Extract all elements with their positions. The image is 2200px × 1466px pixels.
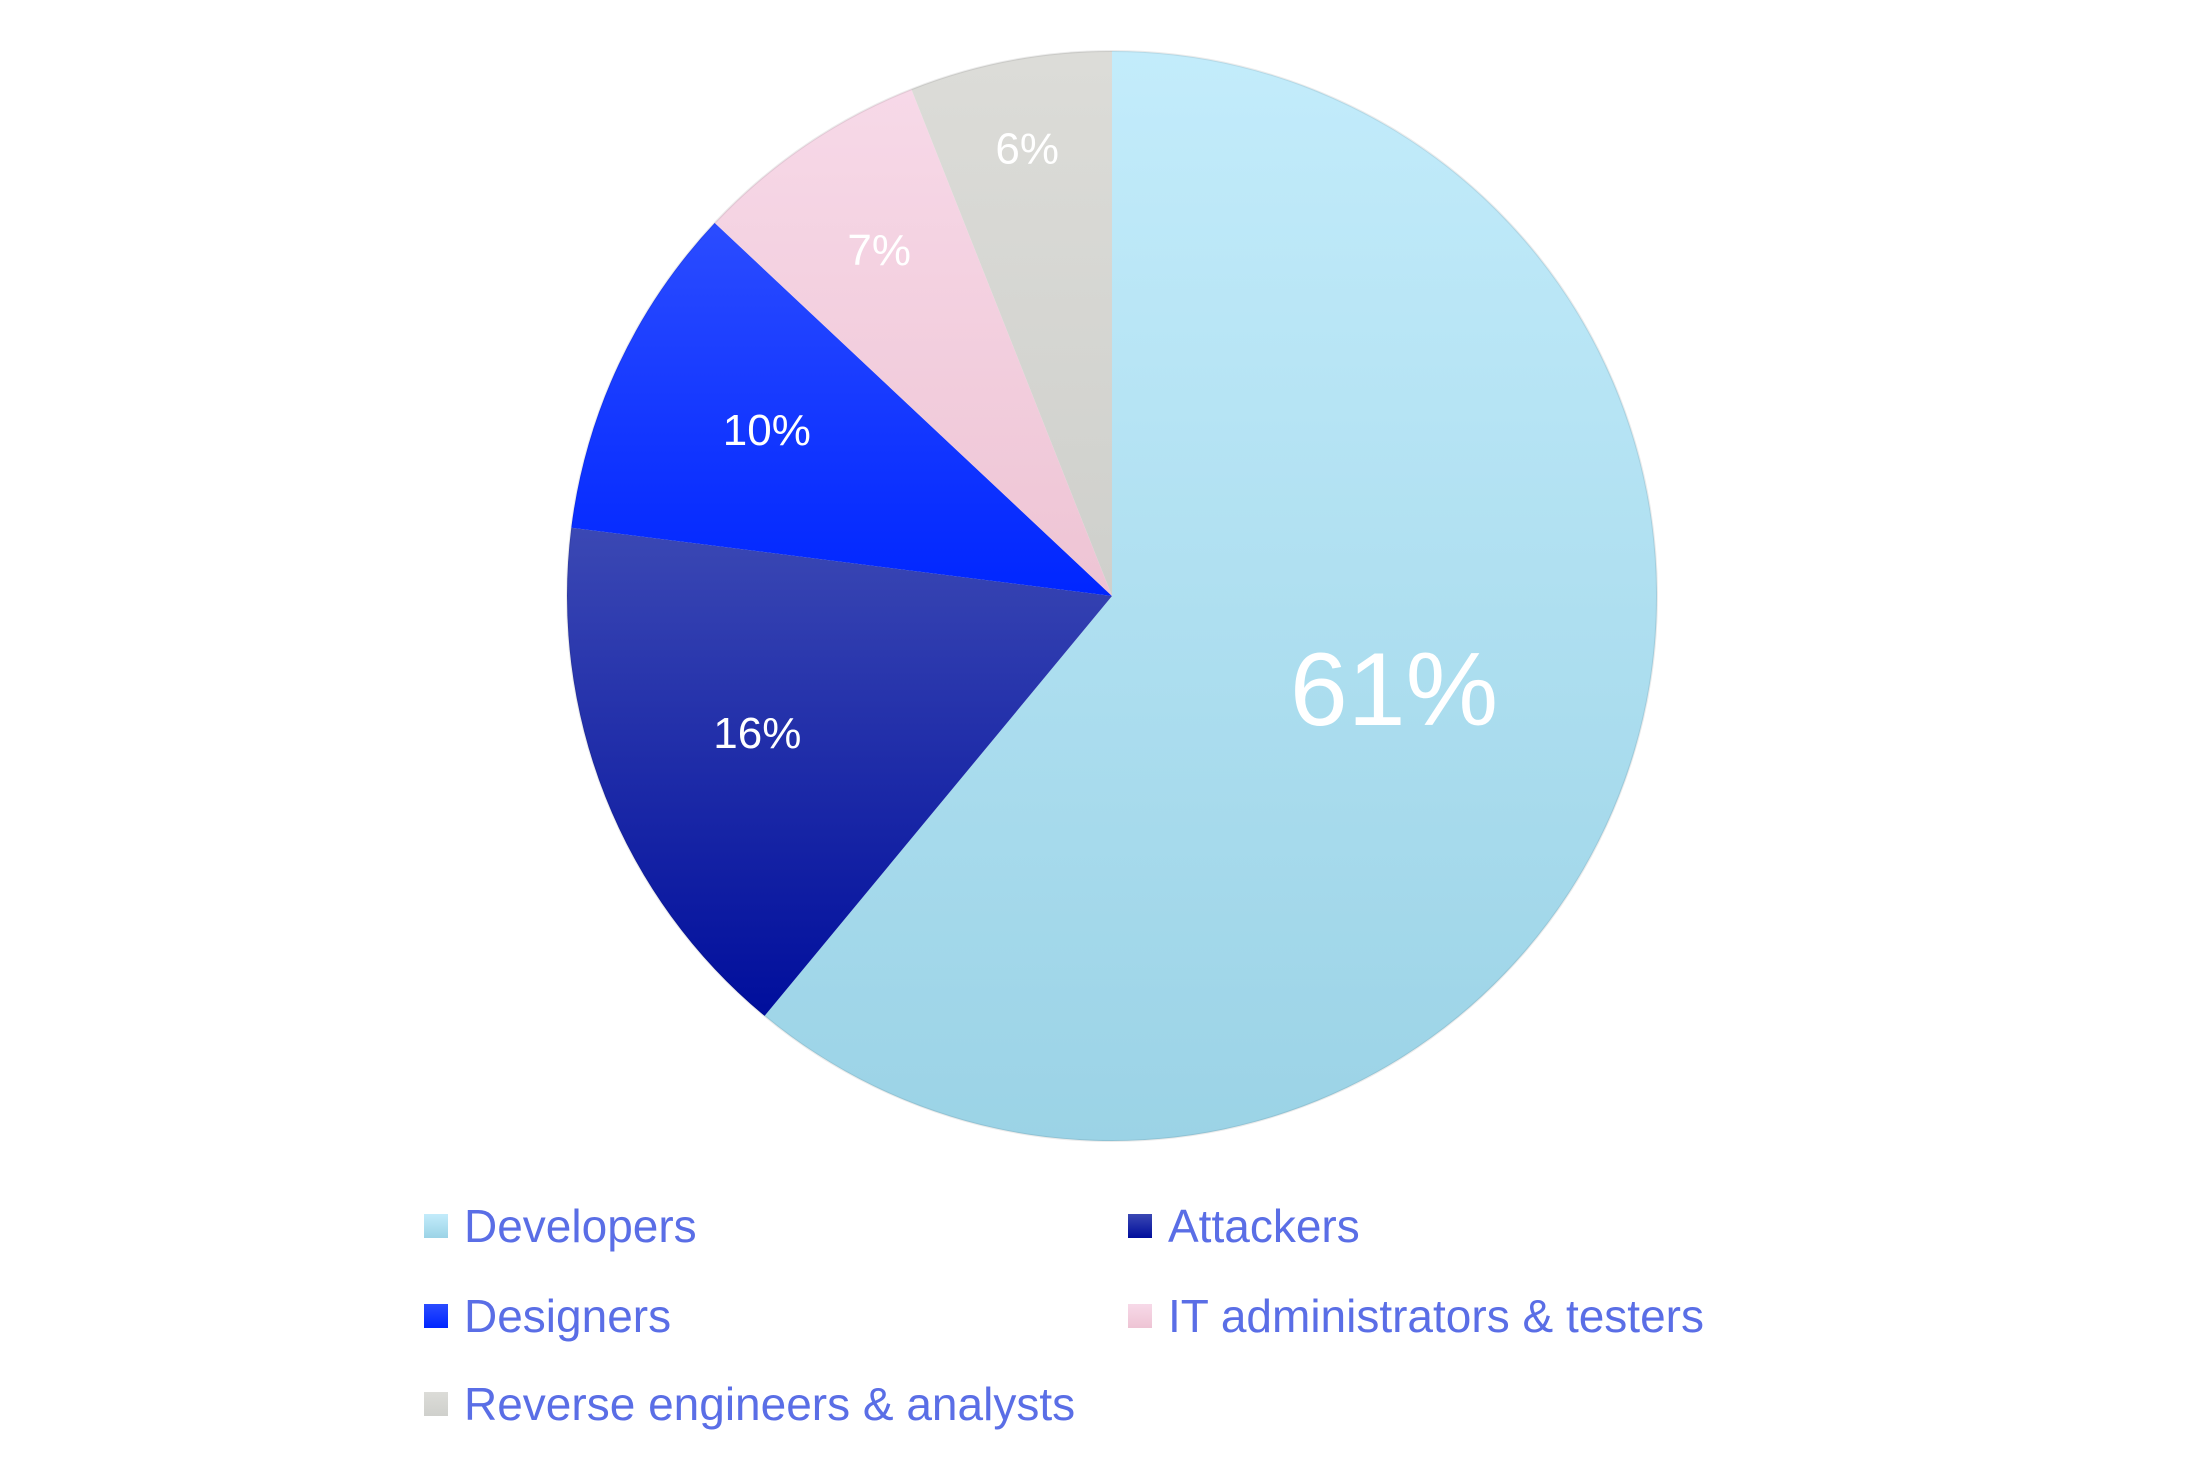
legend-label: Designers [464, 1290, 672, 1342]
pie-slice-reverse-engineers-analysts [911, 51, 1112, 596]
pie-outline [566, 50, 1658, 1142]
value-label-4: 6% [995, 124, 1059, 173]
value-label-3: 7% [847, 226, 911, 275]
value-label-1: 16% [713, 709, 801, 758]
legend-item: IT administrators & testers [1128, 1286, 1704, 1346]
value-label-2: 10% [723, 406, 811, 455]
pie-slice-it-administrators-testers [714, 89, 1112, 597]
legend-swatch [424, 1392, 448, 1416]
pie-slices [566, 50, 1658, 1142]
pie-slice-developers [764, 51, 1657, 1141]
pie-slice-attackers [567, 527, 1112, 1016]
legend-label: Attackers [1168, 1200, 1360, 1252]
legend-label: Developers [464, 1200, 697, 1252]
pie-value-labels: 61% 16% 10% 7% 6% [713, 124, 1498, 758]
legend-item: Attackers [1128, 1196, 1360, 1256]
legend-swatch [424, 1214, 448, 1238]
legend-item: Developers [424, 1196, 697, 1256]
legend-item: Reverse engineers & analysts [424, 1374, 1075, 1434]
legend-label: Reverse engineers & analysts [464, 1378, 1076, 1430]
legend: Developers Attackers Designers IT administr… [424, 1196, 1824, 1446]
value-label-0: 61% [1290, 632, 1498, 748]
legend-item: Designers [424, 1286, 671, 1346]
legend-swatch [1128, 1304, 1152, 1328]
pie-slice-designers [571, 222, 1112, 597]
legend-swatch [1128, 1214, 1152, 1238]
legend-label: IT administrators & testers [1168, 1290, 1704, 1342]
pie-plot-area: 61% 16% 10% 7% 6% [566, 50, 1658, 1142]
legend-swatch [424, 1304, 448, 1328]
